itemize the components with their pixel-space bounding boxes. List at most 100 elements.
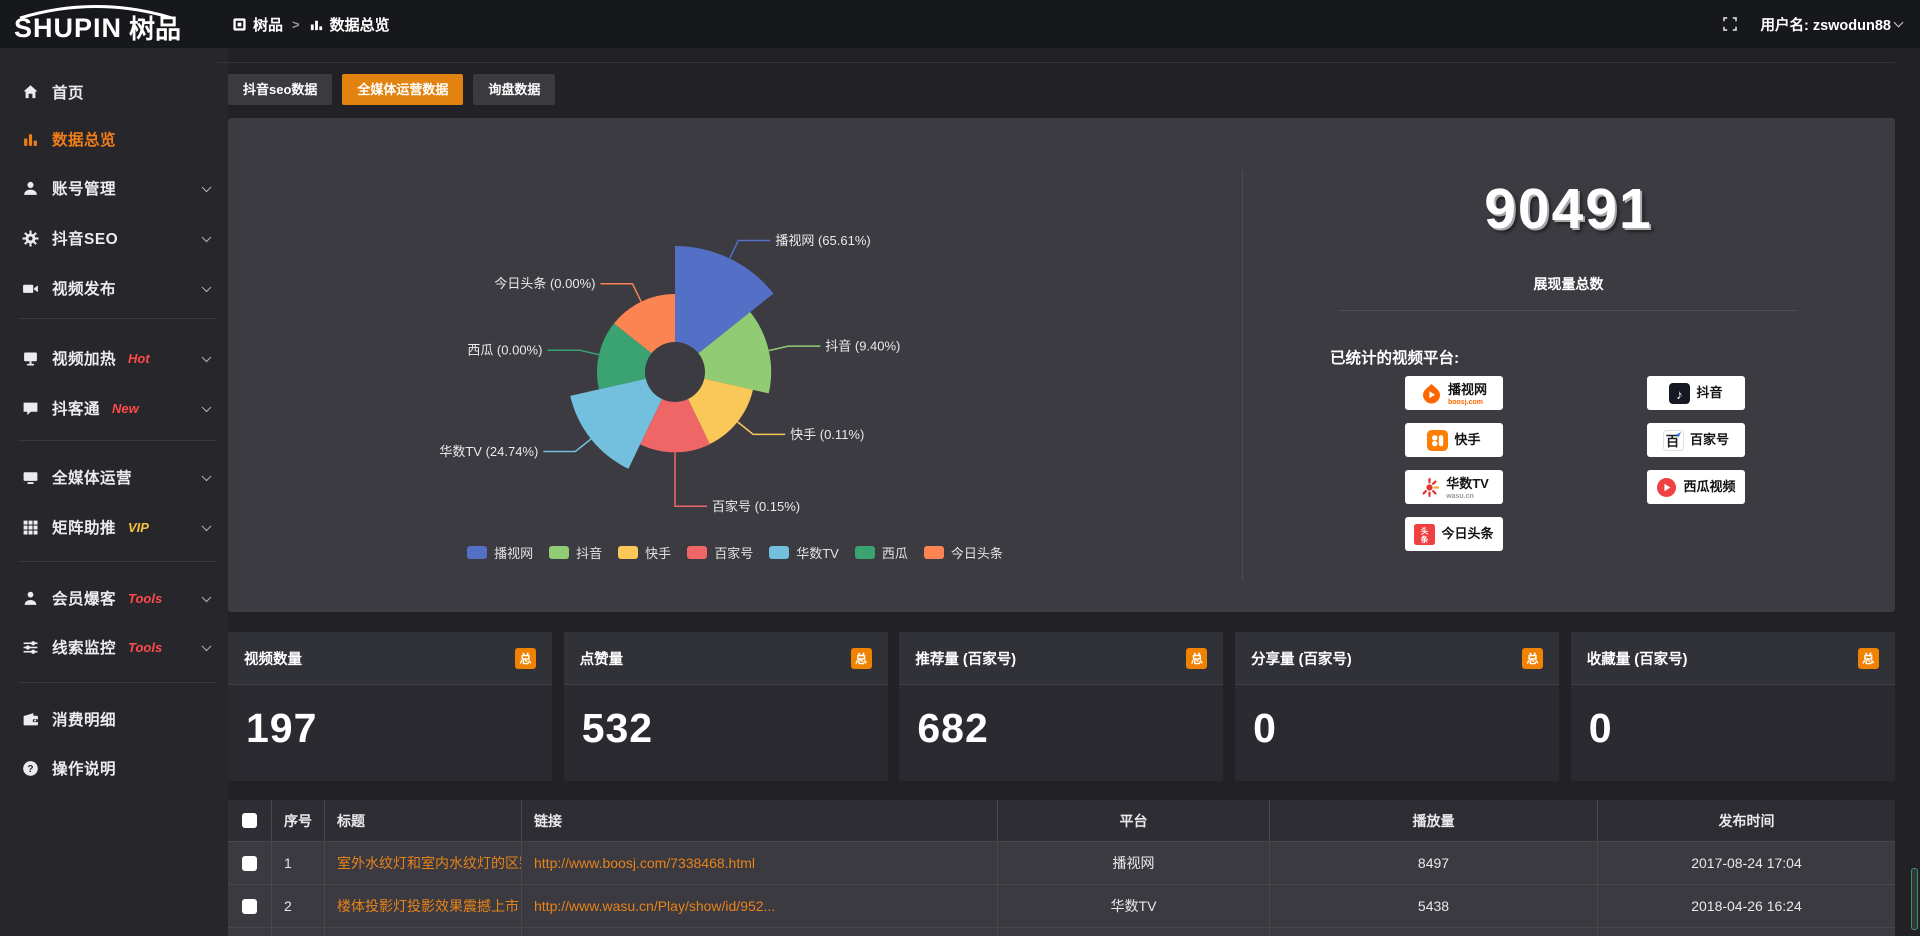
legend-label: 今日头条 — [950, 546, 1003, 561]
sidebar-item-视频发布[interactable]: 视频发布 — [0, 268, 228, 308]
stat-card-推荐量 (百家号): 推荐量 (百家号) 总 682 — [899, 632, 1224, 781]
stat-card-header: 推荐量 (百家号) 总 — [899, 632, 1224, 685]
select-all-checkbox[interactable] — [242, 813, 257, 828]
legend-swatch — [854, 546, 875, 559]
tab-询盘数据[interactable]: 询盘数据 — [473, 74, 556, 105]
stat-card-title: 视频数量 — [244, 651, 302, 668]
sidebar-item-抖音SEO[interactable]: 抖音SEO — [0, 218, 228, 258]
pie-label-line — [737, 421, 786, 436]
platform-name: 快手 — [1454, 432, 1481, 447]
sidebar-item-会员爆客[interactable]: 会员爆客 Tools — [0, 578, 228, 618]
pie-slice-西瓜[interactable] — [597, 323, 652, 390]
sidebar-item-操作说明[interactable]: ? 操作说明 — [0, 748, 228, 788]
chevron-down-icon — [201, 232, 212, 243]
platform-badge-西瓜视频: 西瓜视频 — [1647, 470, 1745, 504]
platform-badge-播视网: 播视网 boosj.com — [1405, 376, 1503, 410]
legend-item-快手[interactable]: 快手 — [618, 543, 671, 562]
pie-label-line — [547, 349, 600, 356]
sidebar-item-tag: Tools — [128, 590, 163, 606]
wasu-logo — [1419, 477, 1440, 498]
platform-share-chart: 播视网 (65.61%) 抖音 (9.40%) 快手 (0.11%) 百家号 (0.1… — [228, 118, 1242, 612]
panel-divider — [1242, 170, 1243, 580]
empty-cell — [325, 928, 522, 936]
chevron-down-icon — [201, 352, 212, 363]
chevron-down-icon — [201, 471, 212, 482]
stat-card-header: 分享量 (百家号) 总 — [1235, 632, 1560, 685]
sidebar-item-矩阵助推[interactable]: 矩阵助推 VIP — [0, 507, 228, 547]
stat-card-分享量 (百家号): 分享量 (百家号) 总 0 — [1235, 632, 1560, 781]
cell-url-link[interactable]: http://www.boosj.com/7338468.html — [522, 842, 998, 884]
platform-name: 播视网 — [1447, 381, 1487, 397]
stat-card-value: 532 — [581, 705, 654, 751]
pie-label-line — [600, 282, 642, 303]
legend-swatch — [923, 546, 944, 559]
legend-item-华数TV[interactable]: 华数TV — [769, 543, 839, 562]
sidebar-item-视频加热[interactable]: 视频加热 Hot — [0, 338, 228, 378]
legend-item-播视网[interactable]: 播视网 — [467, 543, 533, 562]
pie-slice-抖音[interactable] — [698, 312, 772, 394]
tab-bar: 抖音seo数据 全媒体运营数据 询盘数据 — [228, 74, 556, 105]
sidebar-item-tag: New — [112, 400, 139, 416]
sidebar-item-抖客通[interactable]: 抖客通 New — [0, 388, 228, 428]
legend-label: 百家号 — [714, 546, 754, 561]
fullscreen-button[interactable] — [1722, 16, 1738, 32]
baijiahao-logo: 百 — [1662, 429, 1684, 451]
stat-cards: 视频数量总 197 点赞量总 532 推荐量 (百家号) 总 682 分享量 (百家号) 总 0 收… — [228, 632, 1895, 781]
wallet-icon — [22, 711, 39, 728]
pie-slice-播视网[interactable] — [675, 246, 774, 354]
platform-badge-百家号: 百百家号 — [1647, 423, 1745, 457]
tab-全媒体运营数据[interactable]: 全媒体运营数据 — [342, 74, 464, 105]
pie-slice-百家号[interactable] — [640, 399, 710, 453]
empty-cell — [1598, 928, 1895, 936]
column-header-链接: 链接 — [522, 800, 998, 841]
sidebar-item-消费明细[interactable]: 消费明细 — [0, 699, 228, 739]
cell-platform: 播视网 — [998, 842, 1270, 884]
topbar: SHUPIN 树品 树品 > 数据总览 用户名: zswodun88 — [0, 0, 1920, 48]
total-badge: 总 — [1857, 647, 1879, 669]
sidebar-item-全媒体运营[interactable]: 全媒体运营 — [0, 457, 228, 497]
cell-platform: 华数TV — [998, 885, 1270, 927]
breadcrumb-item-current[interactable]: 数据总览 — [309, 14, 390, 35]
fullscreen-icon — [1723, 17, 1738, 31]
pie-slice-快手[interactable] — [688, 378, 753, 445]
sidebar-item-账号管理[interactable]: 账号管理 — [0, 168, 228, 208]
pie-slice-华数TV[interactable] — [570, 378, 662, 469]
rose-pie-chart[interactable]: 播视网 (65.61%) 抖音 (9.40%) 快手 (0.11%) 百家号 (0.1… — [228, 118, 1242, 612]
legend-item-百家号[interactable]: 百家号 — [687, 543, 753, 562]
cell-title-link[interactable]: 楼体投影灯投影效果震撼上市 — [325, 885, 522, 927]
row-checkbox[interactable] — [242, 855, 257, 871]
column-header-标题: 标题 — [325, 800, 522, 841]
legend-label: 西瓜 — [881, 546, 908, 561]
total-badge: 总 — [1522, 647, 1544, 669]
pie-label-百家号: 百家号 (0.15%) — [712, 499, 800, 514]
row-checkbox[interactable] — [242, 898, 257, 914]
legend-item-西瓜[interactable]: 西瓜 — [854, 543, 908, 562]
column-header-平台: 平台 — [998, 800, 1270, 841]
cell-url-link[interactable]: http://www.wasu.cn/Play/show/id/952... — [522, 885, 998, 927]
pie-slice-今日头条[interactable] — [614, 294, 675, 354]
table-row: 2 楼体投影灯投影效果震撼上市 http://www.wasu.cn/Play/sh… — [228, 885, 1895, 928]
cell-title-link[interactable]: 室外水纹灯和室内水纹灯的区别和简介 — [325, 842, 522, 884]
username-dropdown[interactable]: 用户名: zswodun88 — [1760, 14, 1904, 35]
sidebar-item-线索监控[interactable]: 线索监控 Tools — [0, 627, 228, 667]
scrollbar-thumb[interactable] — [1911, 868, 1918, 930]
empty-cell — [1270, 928, 1598, 936]
svg-text:条: 条 — [1420, 534, 1429, 544]
user-area: 用户名: zswodun88 — [1722, 0, 1904, 48]
breadcrumb-item-home[interactable]: 树品 — [232, 14, 283, 35]
tab-抖音seo数据[interactable]: 抖音seo数据 — [228, 74, 333, 105]
legend-label: 华数TV — [796, 546, 839, 561]
sidebar-item-首页[interactable]: 首页 — [0, 72, 228, 112]
legend-item-抖音[interactable]: 抖音 — [549, 543, 602, 562]
platform-badge-快手: 快手 — [1405, 423, 1503, 457]
gear-icon — [22, 230, 39, 247]
breadcrumb-label: 数据总览 — [329, 16, 390, 34]
sidebar-item-数据总览[interactable]: 数据总览 — [0, 119, 228, 159]
sidebar: 首页数据总览账号管理抖音SEO 视频发布视频加热 Hot 抖客通 New 全媒体运营矩阵助… — [0, 48, 228, 936]
kuaishou-logo — [1427, 429, 1449, 451]
legend-swatch — [467, 546, 488, 559]
stat-card-title: 收藏量 (百家号) — [1586, 651, 1688, 668]
legend-item-今日头条[interactable]: 今日头条 — [923, 543, 1003, 562]
column-header-播放量: 播放量 — [1270, 800, 1598, 841]
column-header-序号: 序号 — [272, 800, 325, 841]
